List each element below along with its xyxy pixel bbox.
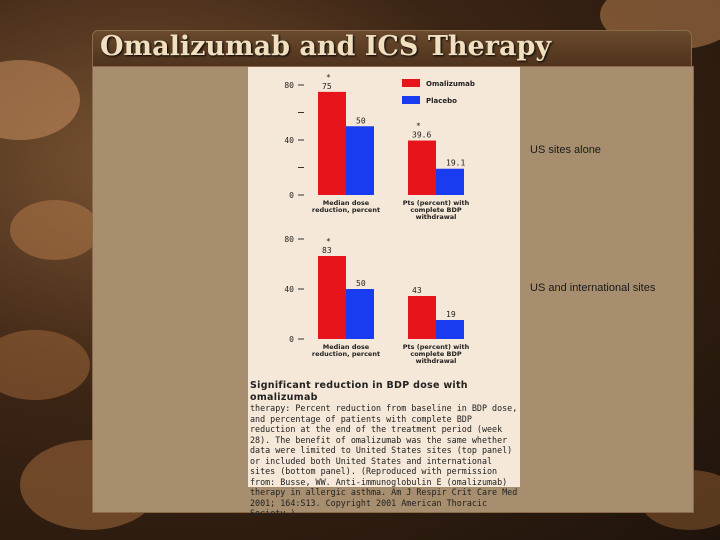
category-label-line: withdrawal — [416, 357, 457, 365]
figure-card — [248, 67, 520, 487]
category-label-line: complete BDP — [410, 206, 462, 214]
bar-omalizumab — [318, 91, 346, 195]
category-label-line: complete BDP — [410, 350, 462, 358]
caption-heading: Significant reduction in BDP dose with o… — [250, 380, 472, 403]
category-label-line: Median dose — [323, 199, 370, 207]
legend-label-omalizumab: Omalizumab — [426, 80, 475, 88]
data-label: 75 — [322, 82, 332, 91]
bar-placebo — [436, 168, 464, 195]
bar-omalizumab — [408, 296, 436, 339]
category-label-line: Pts (percent) with — [403, 343, 470, 351]
y-tick-label: 40 — [284, 285, 294, 294]
category-label-line: Pts (percent) with — [403, 199, 470, 207]
legend-swatch-placebo — [402, 96, 420, 104]
bar-omalizumab — [408, 140, 436, 195]
decor-shape — [0, 60, 80, 140]
y-tick-label: 80 — [284, 81, 294, 90]
data-label: 50 — [356, 116, 366, 125]
y-tick-label: 0 — [289, 335, 294, 344]
bar-placebo — [346, 126, 374, 195]
category-label-line: reduction, percent — [312, 350, 380, 358]
significance-star: * — [326, 73, 331, 82]
bottom-panel-label: US and international sites — [530, 282, 656, 294]
significance-star: * — [326, 237, 331, 246]
data-label: 43 — [412, 286, 422, 295]
data-label: 50 — [356, 279, 366, 288]
data-label: 83 — [322, 246, 332, 255]
y-tick-label: 40 — [284, 136, 294, 145]
data-label: 19 — [446, 310, 456, 319]
decor-shape — [10, 200, 100, 260]
figure-caption: Significant reduction in BDP dose with o… — [250, 380, 518, 519]
bar-omalizumab — [318, 256, 346, 339]
category-label-line: Median dose — [323, 343, 370, 351]
data-label: 39.6 — [412, 131, 431, 140]
y-tick-label: 0 — [289, 191, 294, 200]
slide-title: Omalizumab and ICS Therapy — [100, 31, 552, 62]
legend-label-placebo: Placebo — [426, 97, 457, 105]
bar-placebo — [346, 289, 374, 339]
bar-placebo — [436, 320, 464, 339]
category-label-line: reduction, percent — [312, 206, 380, 214]
decor-shape — [0, 330, 90, 400]
category-label-line: withdrawal — [416, 213, 457, 221]
y-tick-label: 80 — [284, 235, 294, 244]
top-panel-label: US sites alone — [530, 144, 601, 156]
legend-swatch-omalizumab — [402, 79, 420, 87]
data-label: 19.1 — [446, 159, 465, 168]
caption-body: therapy: Percent reduction from baseline… — [250, 403, 523, 518]
significance-star: * — [416, 122, 421, 131]
